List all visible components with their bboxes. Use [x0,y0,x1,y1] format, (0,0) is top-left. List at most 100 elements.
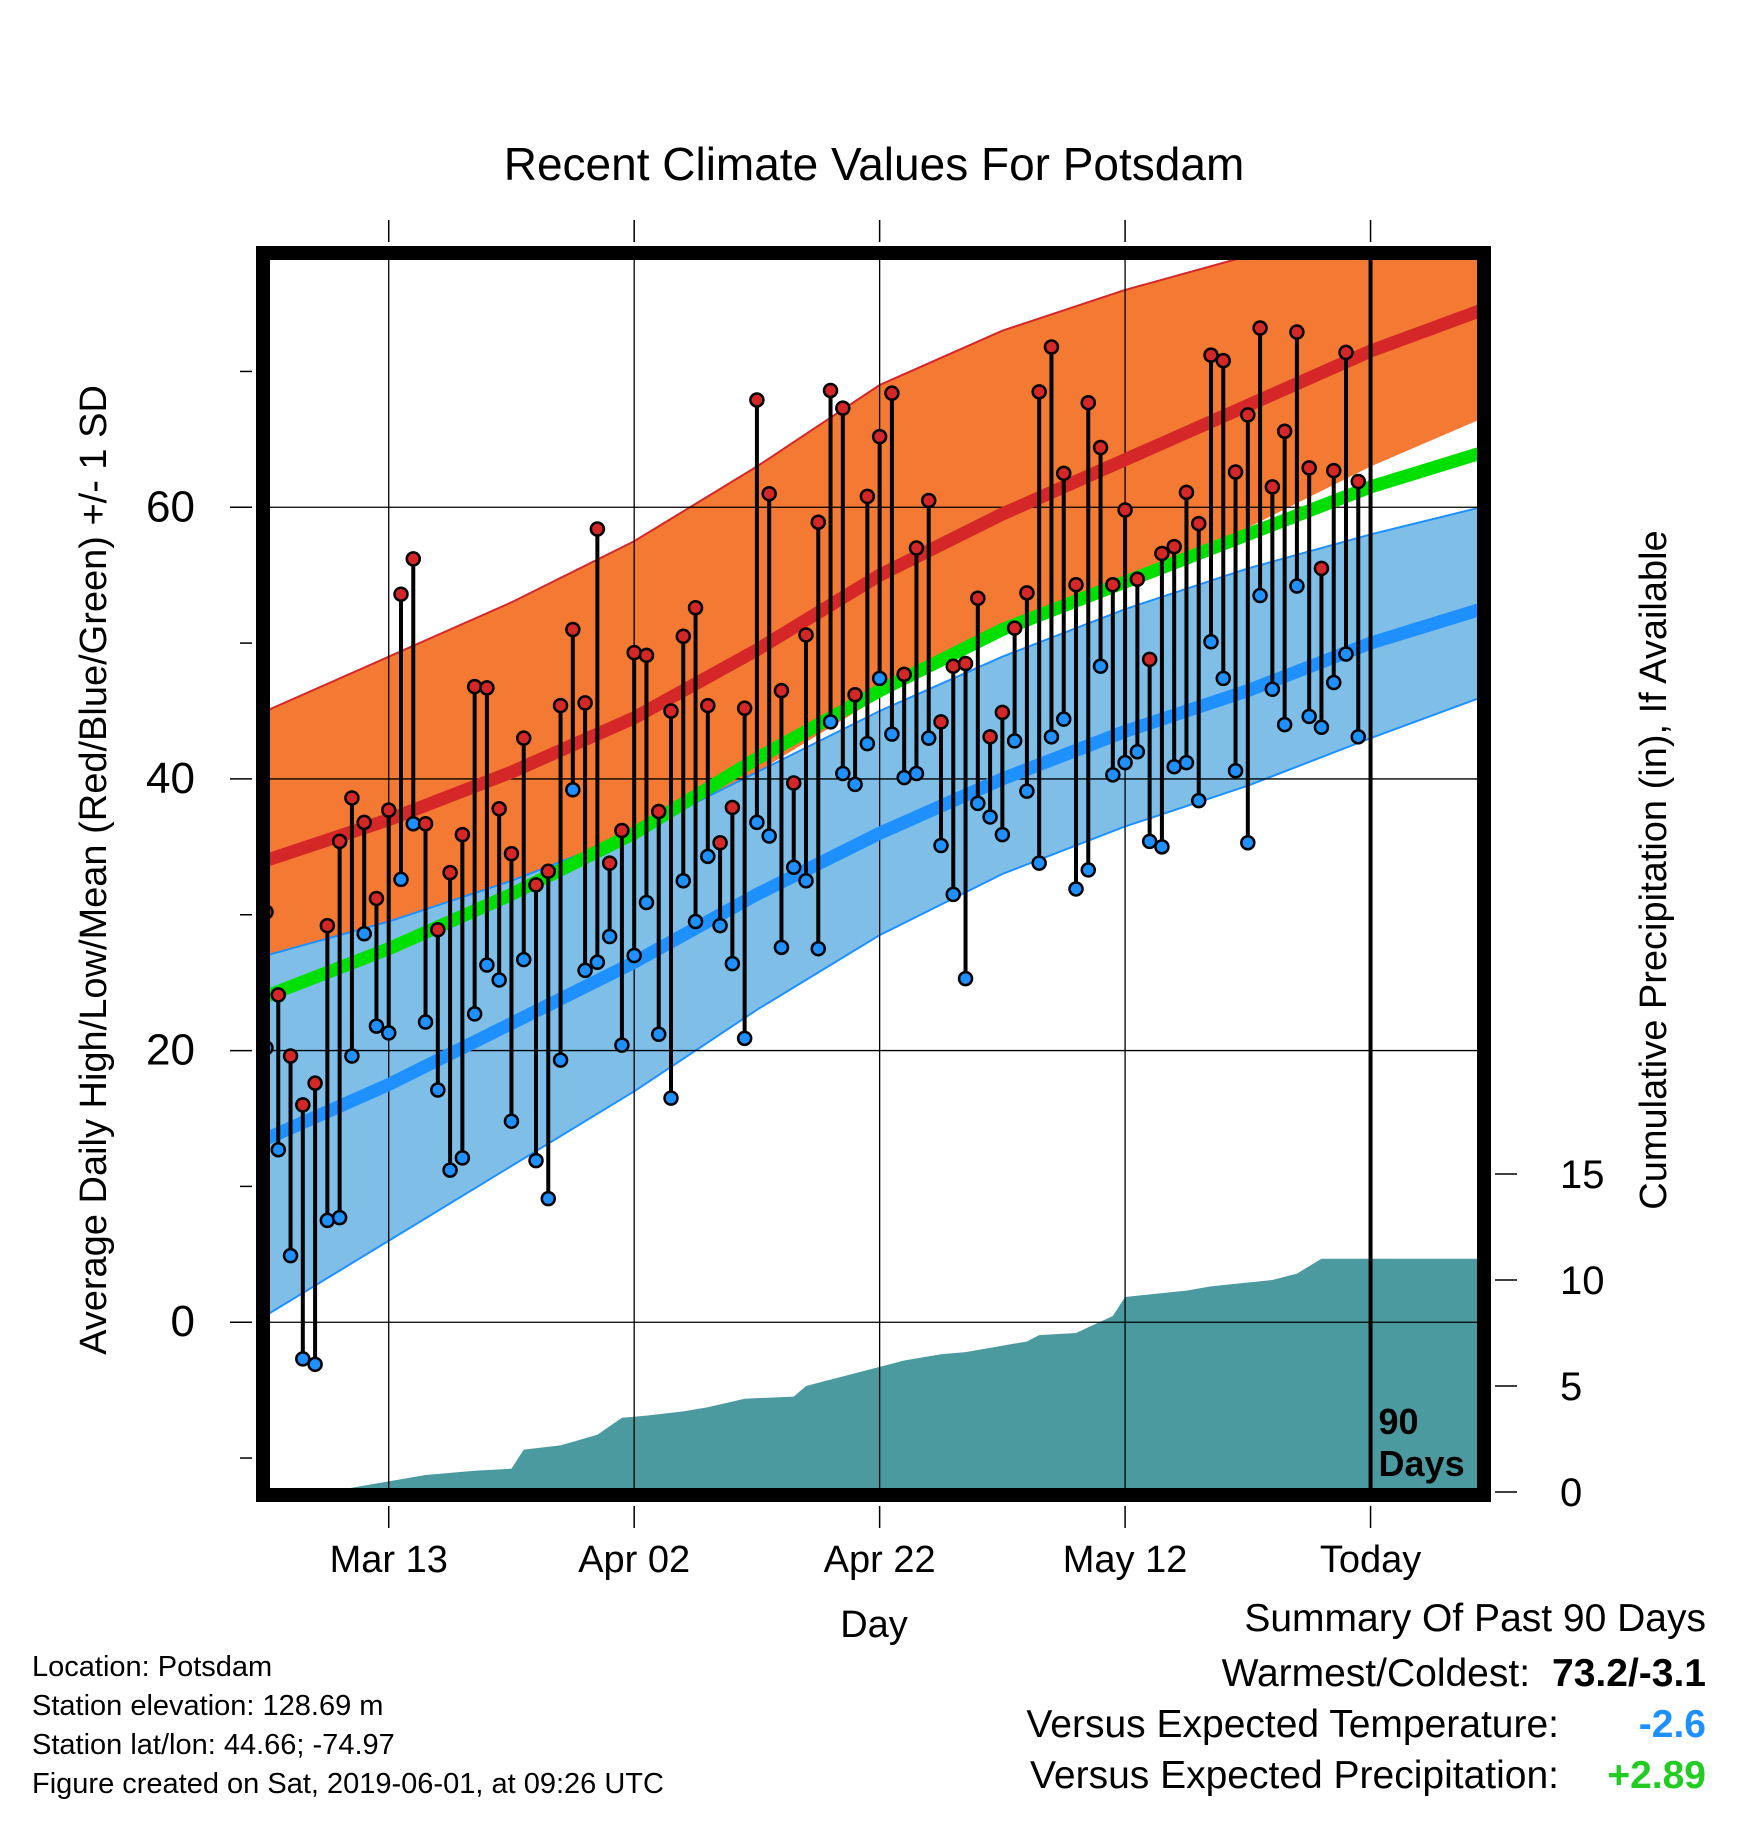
daily-high-point [700,697,716,714]
daily-low-point [368,1018,385,1034]
daily-low-point [454,1150,471,1166]
daily-high-point [380,802,397,818]
daily-low-point [650,1026,667,1043]
daily-low-point [503,1113,520,1129]
daily-low-point [515,951,532,968]
daily-high-point [282,1048,299,1064]
daily-low-point [1055,711,1072,727]
daily-low-point [1276,716,1293,733]
y2-axis-label: Cumulative Precipitation (in), If Availa… [1633,530,1675,1209]
daily-high-point [307,1075,323,1091]
plot-border [256,246,1491,1502]
daily-low-point [687,913,704,930]
daily-high-point [1129,571,1146,588]
daily-low-point [1227,763,1244,779]
daily-high-point [1019,585,1035,601]
daily-high-point [1043,339,1060,355]
daily-high-point [712,835,728,851]
daily-low-point [822,714,839,730]
daily-high-point [1190,515,1207,532]
chart-title: Recent Climate Values For Potsdam [504,138,1245,190]
daily-high-point [1141,651,1158,668]
daily-high-point [614,822,630,839]
daily-low-point [1068,881,1084,897]
daily-low-point [479,957,495,973]
daily-low-point [884,726,900,742]
x-axis-label: Day [840,1604,908,1646]
daily-high-point [1289,324,1305,340]
daily-high-point [552,697,569,714]
x-tick-label: May 12 [1063,1539,1188,1581]
daily-low-point [1154,839,1170,855]
daily-low-point [552,1052,569,1068]
daily-high-point [920,492,937,509]
daily-high-point [663,703,679,719]
daily-low-point [810,940,827,957]
daily-low-point [785,859,802,875]
normal-low-line [266,602,1481,1145]
daily-high-point [1227,464,1244,480]
y-axis-label: Average Daily High/Low/Mean (Red/Blue/Gr… [73,385,115,1355]
warmest-coldest-value: 73.2/-3.1 [1552,1652,1706,1695]
daily-high-point [479,680,495,696]
daily-high-point [1338,344,1354,361]
daily-low-point [1325,674,1342,691]
daily-high-point [1006,620,1023,636]
daily-high-point [565,621,581,638]
daily-low-point [736,1030,753,1047]
daily-low-point [908,765,925,782]
today-days-label: 90 [1379,1401,1419,1442]
daily-high-point [393,586,409,602]
precip-vs-expected-value: +2.89 [1607,1754,1706,1797]
daily-high-point [430,921,446,938]
daily-high-point [896,666,912,683]
daily-high-point [601,855,618,871]
daily-low-point [282,1247,299,1264]
y2-tick-label: 10 [1560,1259,1605,1303]
daily-high-point [626,644,642,661]
daily-high-point [503,845,520,862]
daily-low-point [1240,835,1256,851]
daily-high-point [368,890,385,907]
daily-low-point [859,735,876,752]
daily-low-point [1117,754,1133,771]
daily-high-point [859,488,876,505]
location-text: Location: Potsdam [32,1651,273,1683]
temp-vs-expected-row: Versus Expected Temperature: -2.6 [1026,1703,1706,1747]
daily-low-point [1301,708,1317,725]
daily-high-point [417,815,434,832]
daily-high-point [970,590,986,607]
daily-high-point [749,392,765,408]
daily-high-point [847,686,863,703]
daily-low-point [773,939,790,956]
temp-vs-expected-label: Versus Expected Temperature: [1026,1703,1559,1746]
daily-low-point [356,926,372,942]
daily-high-point [675,628,692,645]
daily-high-point [270,987,287,1003]
daily-high-point [1154,545,1170,562]
daily-low-point [663,1090,679,1106]
elevation-text: Station elevation: 128.69 m [32,1690,384,1722]
daily-low-point [1313,719,1330,736]
daily-high-point [982,729,998,745]
daily-high-point [295,1097,311,1113]
daily-high-point [884,385,900,401]
daily-low-point [589,954,606,971]
daily-high-point [1080,394,1097,411]
daily-high-point [454,826,471,843]
daily-low-point [1031,855,1047,871]
daily-low-point [798,873,814,889]
x-tick-label: Apr 02 [578,1539,690,1581]
daily-high-point [1264,479,1281,495]
daily-low-point [1092,658,1109,674]
y-tick-label: 60 [146,482,195,531]
daily-low-point [540,1190,557,1207]
daily-high-point [1031,384,1047,400]
x-tick-label: Apr 22 [824,1539,936,1581]
daily-low-point [614,1037,630,1053]
daily-high-point [761,485,777,502]
daily-low-point [724,955,741,972]
daily-low-point [331,1209,348,1226]
daily-high-point [515,730,532,746]
